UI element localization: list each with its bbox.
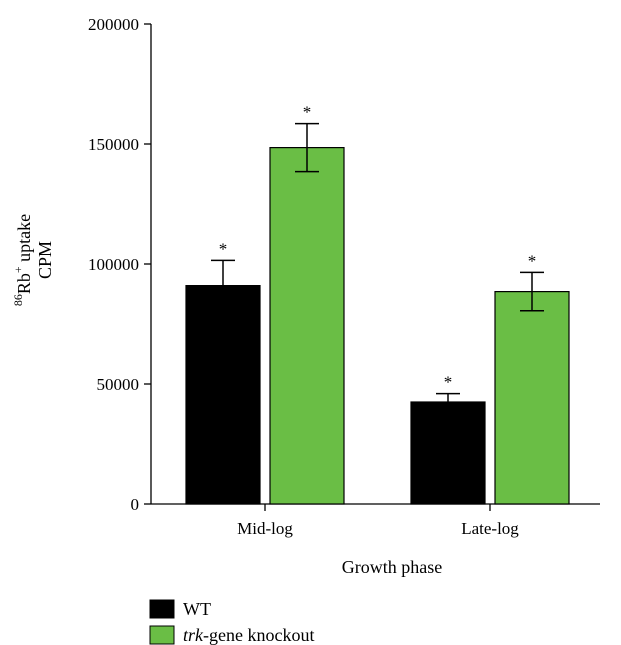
significance-marker: * xyxy=(528,251,537,270)
y-axis-label-isotope: 86 xyxy=(11,294,25,306)
svg-text:86Rb+ uptake: 86Rb+ uptake xyxy=(11,214,34,306)
y-axis-label: 86Rb+ uptake CPM xyxy=(11,214,55,306)
legend-label: trk-gene knockout xyxy=(183,625,314,645)
bar xyxy=(410,401,486,505)
x-axis: Mid-log Late-log xyxy=(151,503,600,538)
error-bars-layer: * * * * xyxy=(211,103,544,412)
y-axis-label-uptake: uptake xyxy=(14,214,34,266)
x-axis-label: Growth phase xyxy=(342,557,442,577)
y-axis-label-unit: CPM xyxy=(35,241,55,279)
significance-marker: * xyxy=(444,373,453,392)
bar xyxy=(185,285,261,505)
significance-marker: * xyxy=(219,239,228,258)
x-tick-label: Mid-log xyxy=(237,519,293,538)
legend-swatch xyxy=(149,625,175,645)
bar xyxy=(269,147,345,505)
bars-layer xyxy=(185,147,570,505)
bar xyxy=(494,291,570,505)
y-tick-label: 50000 xyxy=(97,375,140,394)
y-tick-label: 100000 xyxy=(88,255,139,274)
y-tick-label: 0 xyxy=(131,495,140,514)
y-axis-label-element: Rb xyxy=(14,273,34,294)
y-tick-label: 150000 xyxy=(88,135,139,154)
y-axis: 0 50000 100000 150000 200000 xyxy=(88,15,152,514)
legend-swatch xyxy=(149,599,175,619)
y-tick-label: 200000 xyxy=(88,15,139,34)
significance-marker: * xyxy=(303,103,312,122)
legend-label: WT xyxy=(183,599,211,619)
legend: WT trk-gene knockout xyxy=(149,599,314,645)
y-axis-label-charge: + xyxy=(11,266,25,273)
x-tick-label: Late-log xyxy=(461,519,519,538)
